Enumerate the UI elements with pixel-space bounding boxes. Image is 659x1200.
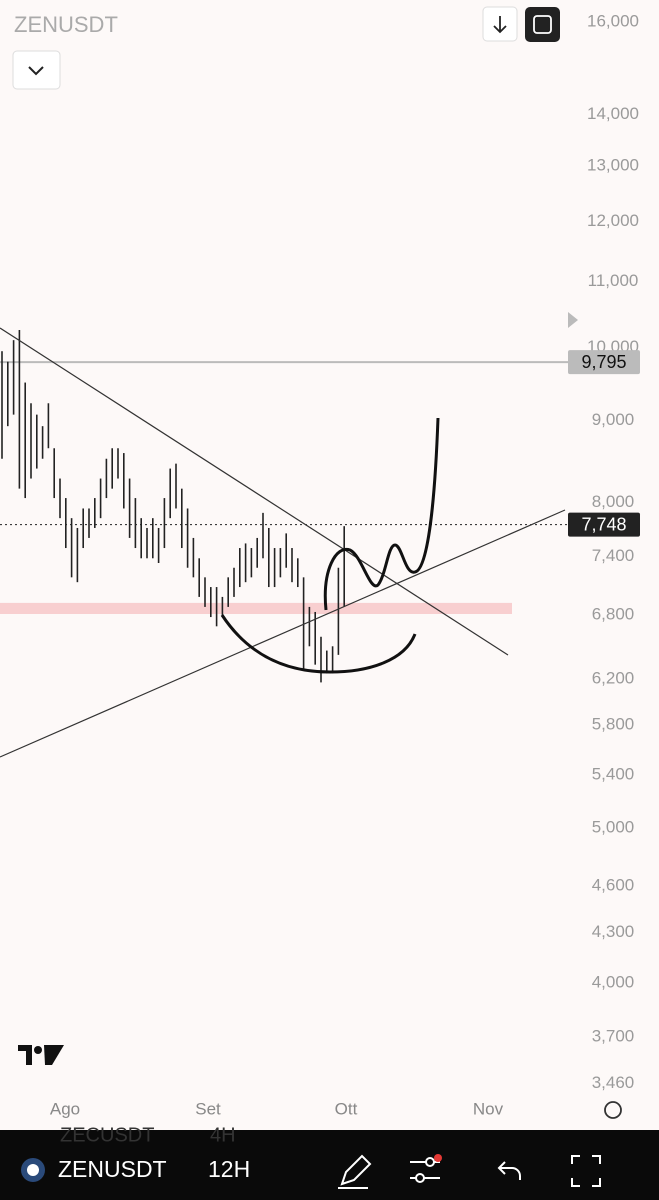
price-label: 9,795 bbox=[581, 352, 626, 372]
price-label-box bbox=[568, 512, 640, 537]
toolbar-interval[interactable]: 12H bbox=[208, 1156, 250, 1182]
chevron-icon bbox=[28, 66, 44, 76]
ghost-symbol: ZECUSDT bbox=[60, 1124, 154, 1146]
trend-line bbox=[0, 509, 566, 758]
y-tick-label: 5,400 bbox=[592, 764, 635, 783]
y-tick-label: 14,000 bbox=[587, 104, 639, 123]
toolbar bbox=[0, 1130, 659, 1200]
ghost-interval: 4H bbox=[210, 1124, 236, 1146]
coin-icon-inner bbox=[27, 1164, 39, 1176]
y-tick-label: 5,800 bbox=[592, 715, 635, 734]
y-tick-label: 8,000 bbox=[592, 492, 635, 511]
y-tick-label: 3,460 bbox=[592, 1073, 635, 1092]
y-tick-label: 7,400 bbox=[592, 546, 635, 565]
draw-icon[interactable] bbox=[338, 1154, 372, 1189]
x-tick-label: Ott bbox=[335, 1099, 358, 1118]
y-tick-label: 4,300 bbox=[592, 922, 635, 941]
support-zone bbox=[0, 602, 512, 615]
x-tick-label: Set bbox=[195, 1099, 221, 1118]
x-tick-label: Nov bbox=[473, 1099, 504, 1118]
y-tick-label: 3,700 bbox=[592, 1026, 635, 1045]
drawing-cup bbox=[220, 614, 417, 674]
y-tick-label: 16,000 bbox=[587, 11, 639, 30]
y-tick-label: 6,200 bbox=[592, 669, 635, 688]
plot-area: 16,00014,00013,00012,00011,00010,0009,00… bbox=[0, 11, 640, 1118]
settings-icon[interactable] bbox=[604, 1101, 622, 1119]
slider-knob bbox=[415, 1173, 425, 1183]
notification-dot bbox=[434, 1154, 442, 1162]
y-tick-label: 12,000 bbox=[587, 211, 639, 230]
down-icon bbox=[493, 16, 507, 34]
tv-logo bbox=[18, 1045, 64, 1065]
y-tick-label: 11,000 bbox=[588, 271, 639, 290]
slider-knob bbox=[425, 1157, 435, 1167]
undo-icon[interactable] bbox=[497, 1161, 521, 1180]
y-tick-label: 4,600 bbox=[592, 875, 635, 894]
price-label: 7,748 bbox=[581, 514, 626, 534]
expand-arrow[interactable] bbox=[568, 312, 578, 328]
collapse-button[interactable] bbox=[12, 50, 61, 90]
y-tick-label: 5,000 bbox=[592, 818, 635, 837]
trend-line bbox=[0, 327, 509, 656]
fullscreen-toolbar-icon[interactable] bbox=[571, 1155, 601, 1187]
price-label-box bbox=[568, 350, 640, 375]
toolbar-symbol[interactable]: ZENUSDT bbox=[58, 1156, 167, 1182]
symbol-title: ZENUSDT bbox=[14, 12, 118, 37]
y-tick-label: 9,000 bbox=[592, 410, 635, 429]
fullscreen-icon bbox=[533, 15, 552, 34]
drawing-projection bbox=[323, 417, 440, 611]
fullscreen-button[interactable] bbox=[525, 7, 560, 42]
y-tick-label: 13,000 bbox=[587, 155, 639, 174]
y-tick-label: 6,800 bbox=[592, 605, 635, 624]
y-tick-label: 4,000 bbox=[592, 972, 635, 991]
x-tick-label: Ago bbox=[50, 1099, 80, 1118]
